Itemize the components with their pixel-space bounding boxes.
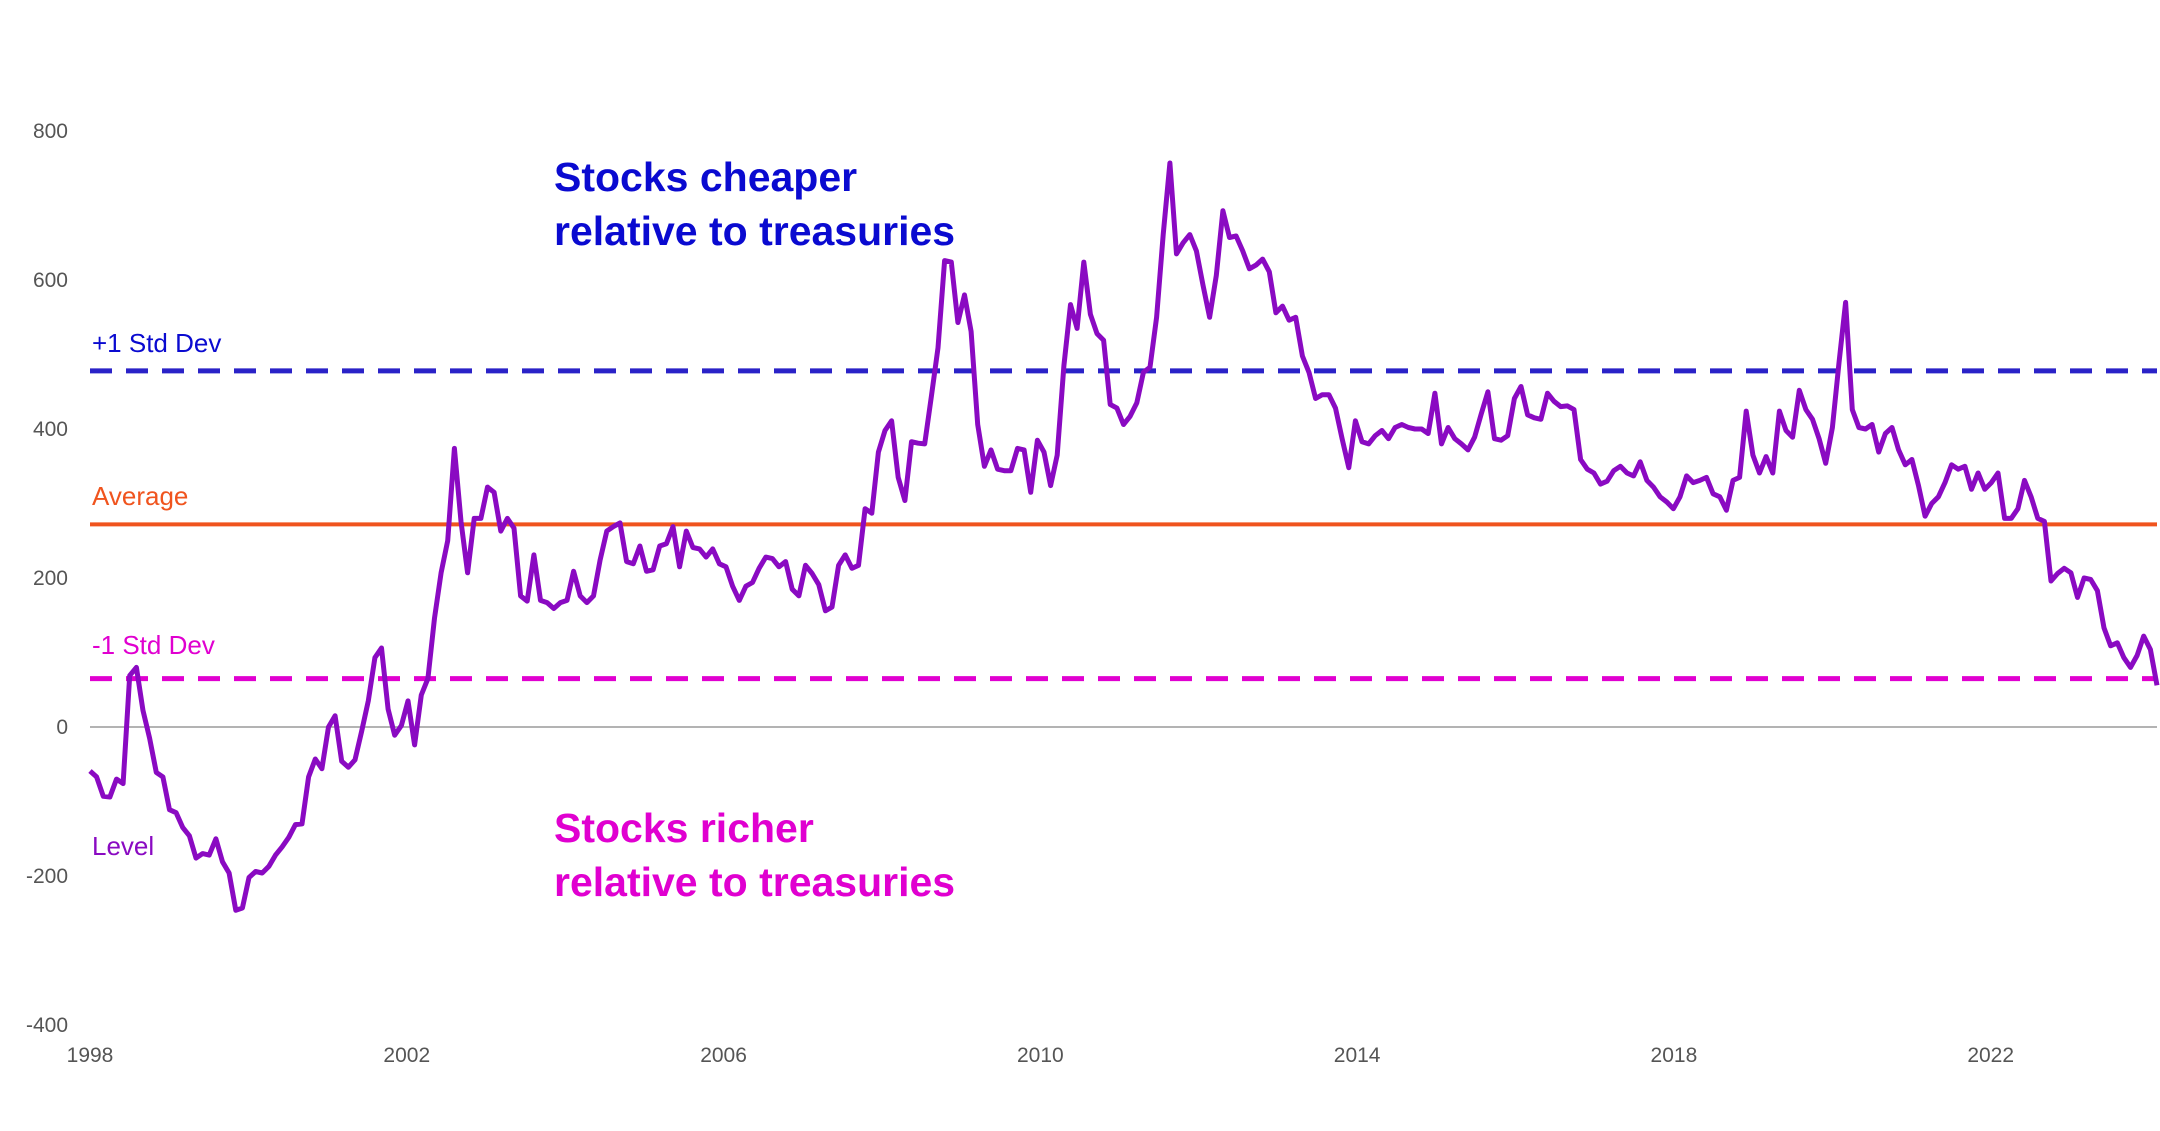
cheaper-annotation-line2: relative to treasuries — [554, 208, 955, 254]
reference-lines — [90, 368, 2157, 682]
x-tick-label: 2002 — [383, 1044, 430, 1067]
x-tick-label: 2006 — [700, 1044, 747, 1067]
x-tick-label: 2010 — [1017, 1044, 1064, 1067]
y-tick-label: 600 — [33, 269, 68, 292]
average-label: Average — [92, 481, 188, 511]
y-tick-label: 800 — [33, 120, 68, 143]
y-axis-ticks: 800 600 400 200 0 -200 -400 — [26, 120, 68, 1037]
y-tick-label: 400 — [33, 418, 68, 441]
cheaper-annotation-line1: Stocks cheaper — [554, 154, 857, 200]
y-tick-label: 0 — [56, 716, 68, 739]
x-tick-label: 2018 — [1651, 1044, 1698, 1067]
level-label: Level — [92, 831, 154, 861]
x-tick-label: 2014 — [1334, 1044, 1381, 1067]
x-tick-label: 1998 — [67, 1044, 114, 1067]
series-line-level — [88, 160, 2160, 913]
y-tick-label: -400 — [26, 1014, 68, 1037]
x-tick-label: 2022 — [1967, 1044, 2014, 1067]
richer-annotation-line2: relative to treasuries — [554, 859, 955, 905]
x-axis-ticks: 1998 2002 2006 2010 2014 2018 2022 — [67, 1044, 2014, 1067]
minus-1-std-dev-label: -1 Std Dev — [92, 630, 215, 660]
y-tick-label: 200 — [33, 567, 68, 590]
richer-annotation-line1: Stocks richer — [554, 805, 814, 851]
plus-1-std-dev-label: +1 Std Dev — [92, 328, 221, 358]
y-tick-label: -200 — [26, 865, 68, 888]
